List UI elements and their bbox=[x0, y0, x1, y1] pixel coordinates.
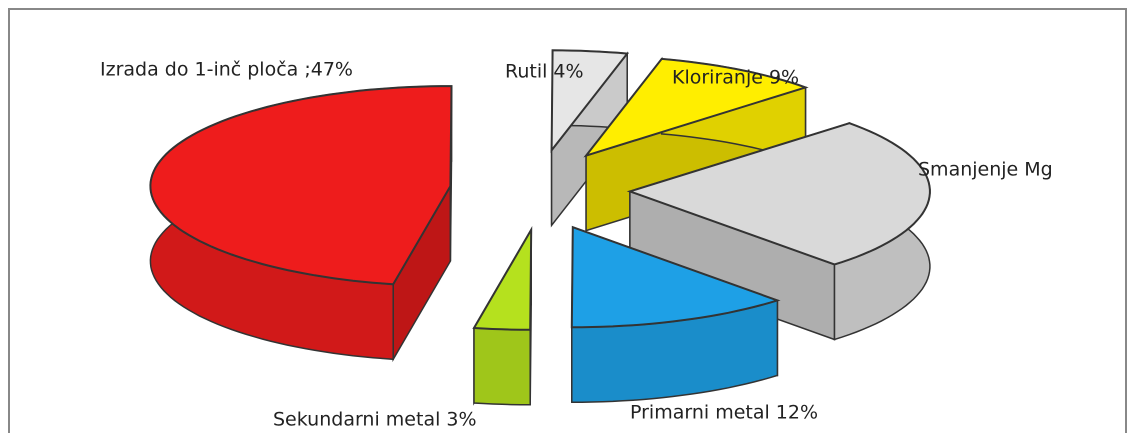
slice-label: Smanjenje Mg bbox=[918, 159, 1053, 181]
slice-label: Sekundarni metal 3% bbox=[273, 409, 477, 431]
slice bbox=[583, 57, 809, 158]
slice bbox=[550, 49, 630, 154]
slice-side bbox=[473, 327, 531, 406]
slice bbox=[570, 225, 781, 329]
slice-label: Primarni metal 12% bbox=[630, 402, 818, 424]
slice bbox=[149, 85, 453, 286]
slice bbox=[472, 226, 533, 331]
slice-label: Izrada do 1-inč ploča ;47% bbox=[100, 59, 353, 81]
slice-label: Rutil 4% bbox=[505, 61, 584, 83]
slice-label: Kloriranje 9% bbox=[672, 67, 799, 89]
slice bbox=[626, 122, 931, 266]
